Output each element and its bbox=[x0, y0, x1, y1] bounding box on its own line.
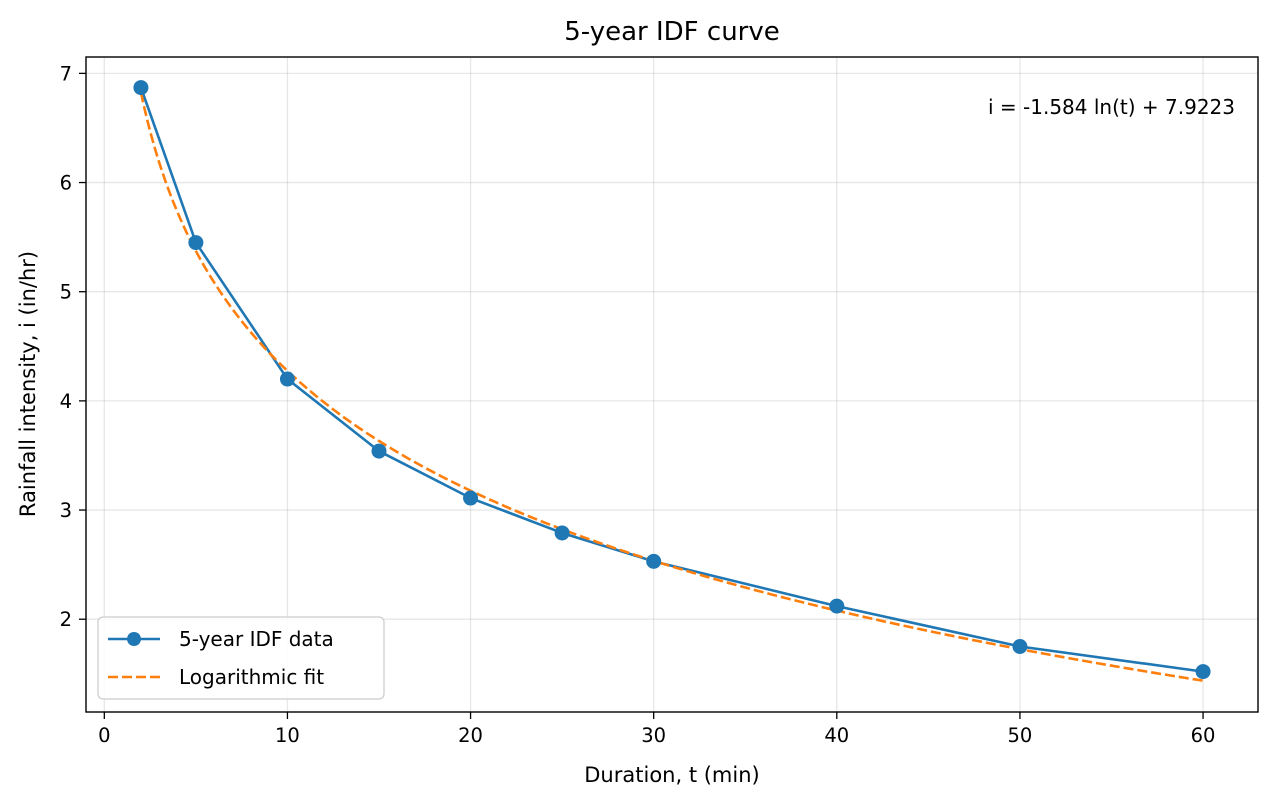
y-axis-label: Rainfall intensity, i (in/hr) bbox=[16, 251, 40, 517]
legend-label-fit: Logarithmic fit bbox=[179, 665, 324, 689]
data-point bbox=[463, 490, 479, 506]
x-tick-label: 10 bbox=[275, 724, 300, 747]
y-tick-label: 6 bbox=[60, 172, 72, 195]
axes-frame bbox=[85, 56, 1259, 713]
data-point bbox=[829, 598, 845, 614]
y-tick-label: 4 bbox=[60, 390, 72, 413]
data-series-line bbox=[139, 87, 1204, 673]
data-point bbox=[554, 525, 570, 541]
data-point bbox=[371, 443, 387, 459]
y-tick-label: 3 bbox=[60, 499, 72, 522]
data-point bbox=[188, 235, 204, 251]
y-tick-label: 7 bbox=[60, 62, 72, 85]
legend: 5-year IDF data Logarithmic fit bbox=[97, 616, 385, 700]
data-point bbox=[646, 553, 662, 569]
data-point bbox=[279, 371, 295, 387]
axis-ticks: 0 10 20 30 40 50 60 2 3 4 5 6 7 bbox=[60, 62, 1216, 747]
data-point bbox=[1012, 639, 1028, 654]
x-tick-label: 50 bbox=[1008, 724, 1033, 747]
chart-title: 5-year IDF curve bbox=[564, 17, 780, 47]
x-tick-label: 20 bbox=[458, 724, 483, 747]
data-point bbox=[1195, 664, 1211, 680]
legend-box bbox=[97, 616, 385, 700]
y-tick-label: 2 bbox=[60, 608, 72, 631]
legend-data-marker bbox=[127, 632, 141, 646]
fit-equation-annotation: i = -1.584 ln(t) + 7.9223 bbox=[988, 95, 1235, 119]
x-tick-label: 40 bbox=[824, 724, 849, 747]
plot-area bbox=[133, 80, 1211, 682]
data-point bbox=[133, 80, 149, 96]
x-tick-label: 0 bbox=[98, 724, 110, 747]
legend-label-data: 5-year IDF data bbox=[179, 627, 334, 651]
x-axis-label: Duration, t (min) bbox=[584, 763, 759, 787]
x-tick-label: 60 bbox=[1191, 724, 1216, 747]
y-tick-label: 5 bbox=[60, 281, 72, 304]
x-tick-label: 30 bbox=[641, 724, 666, 747]
